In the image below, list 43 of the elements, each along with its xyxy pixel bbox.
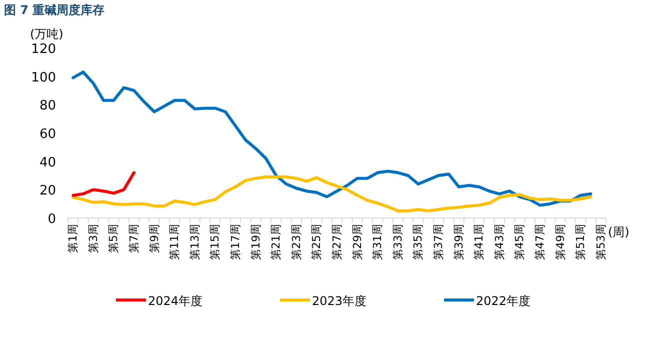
y-tick-label: 100 [31, 70, 56, 86]
x-tick-label: 第19周 [249, 224, 262, 260]
x-tick-label: 第23周 [290, 224, 303, 260]
x-tick-label: 第17周 [228, 224, 242, 260]
x-tick-label: 第7周 [127, 224, 140, 253]
chart-title: 图 7 重碱周度库存 [4, 3, 105, 17]
x-tick-label: 第33周 [391, 224, 404, 260]
x-tick-label: 第3周 [86, 224, 100, 253]
x-tick-label: 第41周 [472, 224, 486, 260]
x-tick-label: 第39周 [452, 224, 466, 260]
x-tick-label: 第5周 [107, 224, 120, 253]
x-tick-label: 第1周 [66, 224, 80, 253]
x-tick-label: 第27周 [330, 224, 344, 260]
line-series [72, 70, 592, 207]
x-tick-label: 第47周 [534, 224, 547, 260]
legend-label: 2022年度 [476, 294, 531, 308]
x-tick-label: 第15周 [208, 224, 222, 260]
y-tick-label: 20 [39, 184, 56, 199]
x-tick-label: 第13周 [188, 224, 202, 260]
x-tick-label: 第9周 [148, 224, 161, 253]
x-tick-label: 第21周 [270, 224, 283, 260]
line-series [72, 171, 136, 197]
y-axis-title: (万吨) [30, 27, 64, 41]
y-tick-label: 40 [39, 155, 56, 170]
x-tick-label: 第35周 [412, 224, 425, 260]
legend-label: 2023年度 [312, 294, 367, 308]
x-tick-label: 第37周 [432, 224, 446, 260]
x-tick-label: 第51周 [574, 224, 588, 260]
y-tick-label: 0 [48, 212, 56, 227]
x-tick-label: 第29周 [350, 224, 364, 260]
legend-label: 2024年度 [148, 294, 203, 308]
x-tick-label: 第25周 [310, 224, 324, 260]
x-tick-label: 第11周 [168, 224, 182, 260]
x-tick-label: 第31周 [371, 224, 384, 260]
line-series [72, 175, 592, 212]
x-tick-label: 第43周 [492, 224, 506, 260]
y-tick-label: 120 [31, 42, 56, 57]
y-tick-label: 80 [39, 98, 56, 114]
y-tick-label: 60 [39, 127, 56, 142]
x-tick-label: 第45周 [513, 224, 526, 260]
x-axis-title: (周) [608, 225, 630, 239]
x-tick-label: 第53周 [594, 224, 608, 260]
x-tick-label: 第49周 [554, 224, 567, 260]
